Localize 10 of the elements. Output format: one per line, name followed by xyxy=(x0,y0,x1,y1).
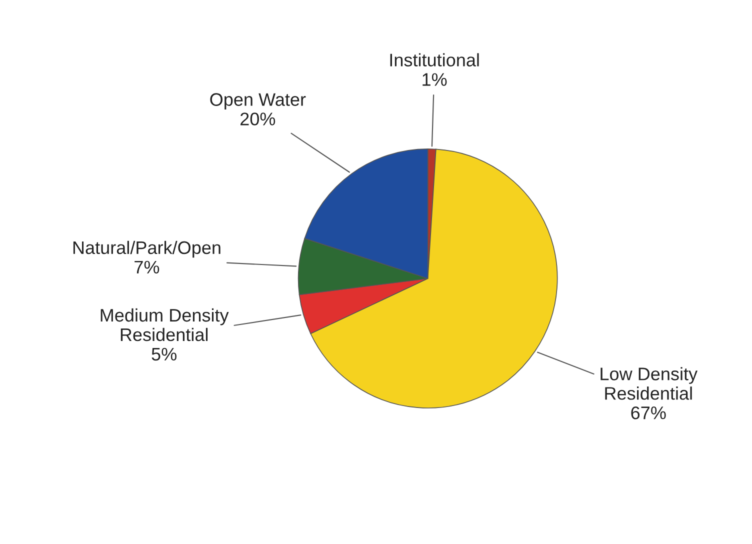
data-label: 5% xyxy=(152,348,176,361)
slice-label: Open Water xyxy=(210,93,306,110)
data-label: 1% xyxy=(422,73,447,86)
slice-label: Medium Density Residential xyxy=(100,308,229,342)
data-label: 67% xyxy=(631,406,666,420)
slice-label: Institutional xyxy=(390,53,479,66)
slice-label: Natural/Park/Open xyxy=(73,240,220,258)
data-label: 20% xyxy=(240,112,276,126)
data-label: 7% xyxy=(134,260,160,274)
slice-label: Low Density Residential xyxy=(600,367,698,400)
